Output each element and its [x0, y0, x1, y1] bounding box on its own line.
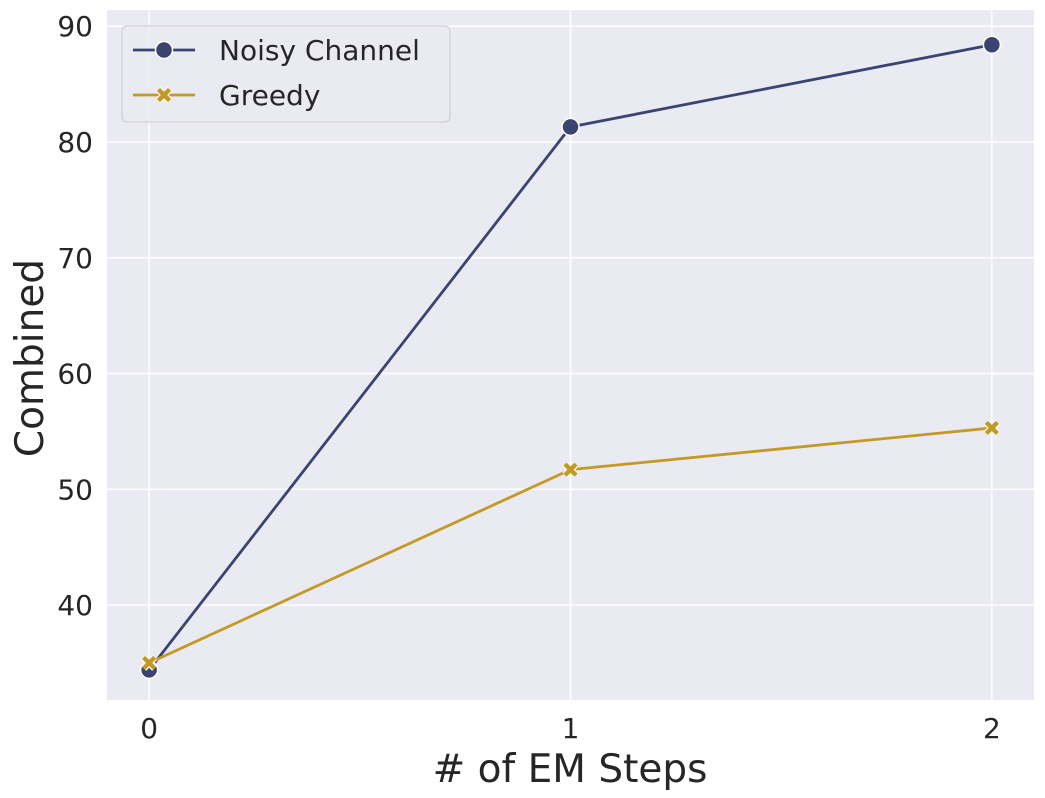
legend-label: Noisy Channel — [219, 34, 420, 67]
data-point — [982, 35, 1002, 54]
data-point — [561, 117, 580, 137]
legend-label: Greedy — [219, 79, 320, 112]
x-tick-label: 0 — [140, 712, 158, 745]
data-point — [983, 419, 1000, 436]
y-tick-label: 80 — [57, 126, 93, 159]
legend-box — [121, 25, 451, 123]
y-tick-label: 40 — [57, 589, 93, 622]
x-tick-labels: 0 1 2 — [140, 712, 1001, 745]
y-tick-label: 50 — [57, 473, 93, 506]
y-tick-labels: 40 50 60 70 80 90 — [57, 10, 93, 622]
y-tick-label: 60 — [57, 358, 93, 391]
markers — [139, 35, 1002, 680]
y-axis-label: Combined — [8, 259, 53, 457]
x-tick-label: 1 — [562, 712, 580, 745]
x-tick-label: 2 — [983, 712, 1001, 745]
x-axis-label: # of EM Steps — [433, 747, 708, 792]
legend-marker — [154, 40, 174, 60]
data-point — [562, 461, 579, 478]
y-tick-label: 90 — [57, 10, 93, 43]
legend: Noisy Channel Greedy — [121, 25, 451, 123]
data-point — [141, 654, 158, 671]
y-tick-label: 70 — [57, 242, 93, 275]
legend-marker — [156, 87, 172, 103]
